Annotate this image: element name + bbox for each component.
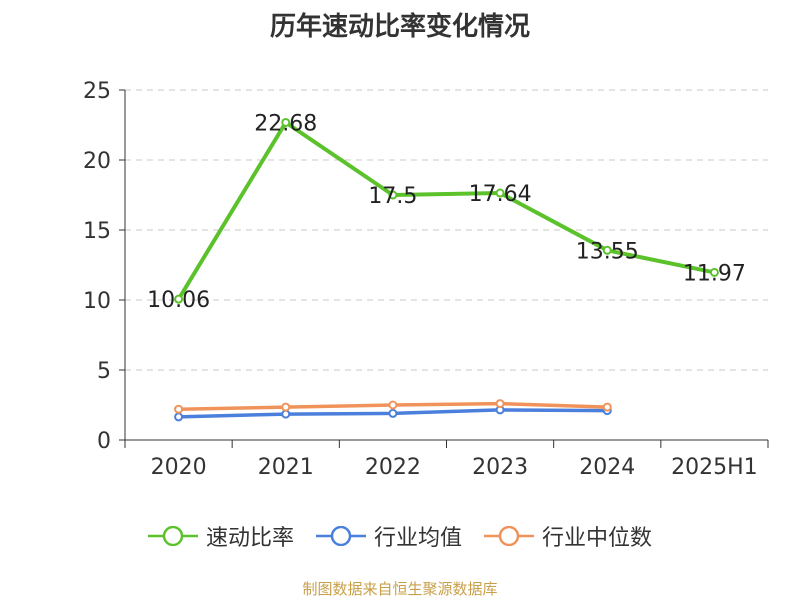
- x-tick-label: 2024: [579, 455, 635, 480]
- data-point: [388, 400, 398, 410]
- y-tick-label: 25: [83, 79, 111, 104]
- data-point: [174, 404, 184, 414]
- data-point: [602, 402, 612, 412]
- y-tick-label: 5: [97, 359, 111, 384]
- data-point: [281, 117, 291, 127]
- data-label: 10.06: [147, 288, 210, 313]
- x-tick-label: 2023: [472, 455, 528, 480]
- y-tick-label: 15: [83, 219, 111, 244]
- data-label: 13.55: [576, 239, 639, 264]
- data-label: 22.68: [254, 111, 317, 136]
- legend-marker-icon: [147, 526, 198, 546]
- data-point: [709, 267, 719, 277]
- chart-title: 历年速动比率变化情况: [269, 12, 530, 42]
- data-point: [495, 188, 505, 198]
- data-label: 11.97: [683, 261, 746, 286]
- legend: 速动比率 行业均值 行业中位数: [0, 520, 800, 552]
- y-tick-label: 0: [97, 429, 111, 454]
- data-point: [388, 190, 398, 200]
- y-tick-label: 20: [83, 149, 111, 174]
- legend-label: 行业均值: [373, 526, 462, 551]
- data-point: [174, 412, 184, 422]
- data-point: [388, 408, 398, 418]
- legend-item-industry-median[interactable]: 行业中位数: [484, 520, 652, 552]
- data-point: [174, 294, 184, 304]
- series-line: [176, 120, 715, 301]
- x-tick-label: 2020: [151, 455, 207, 480]
- legend-label: 行业中位数: [542, 526, 653, 551]
- legend-label: 速动比率: [205, 526, 294, 551]
- data-point: [281, 409, 291, 419]
- data-point: [602, 245, 612, 255]
- x-tick-label: 2025H1: [671, 455, 758, 480]
- y-tick-label: 10: [83, 289, 111, 314]
- legend-marker-icon: [484, 526, 534, 546]
- legend-item-quick-ratio[interactable]: 速动比率: [147, 520, 294, 552]
- data-point: [281, 402, 291, 412]
- data-label: 17.5: [368, 184, 417, 209]
- x-tick-label: 2021: [258, 455, 314, 480]
- source-note: 制图数据来自恒生聚源数据库: [302, 580, 498, 598]
- legend-marker-icon: [315, 526, 366, 546]
- legend-item-industry-mean[interactable]: 行业均值: [315, 520, 462, 552]
- data-label: 17.64: [469, 182, 532, 207]
- x-tick-label: 2022: [365, 455, 421, 480]
- data-point: [495, 399, 505, 409]
